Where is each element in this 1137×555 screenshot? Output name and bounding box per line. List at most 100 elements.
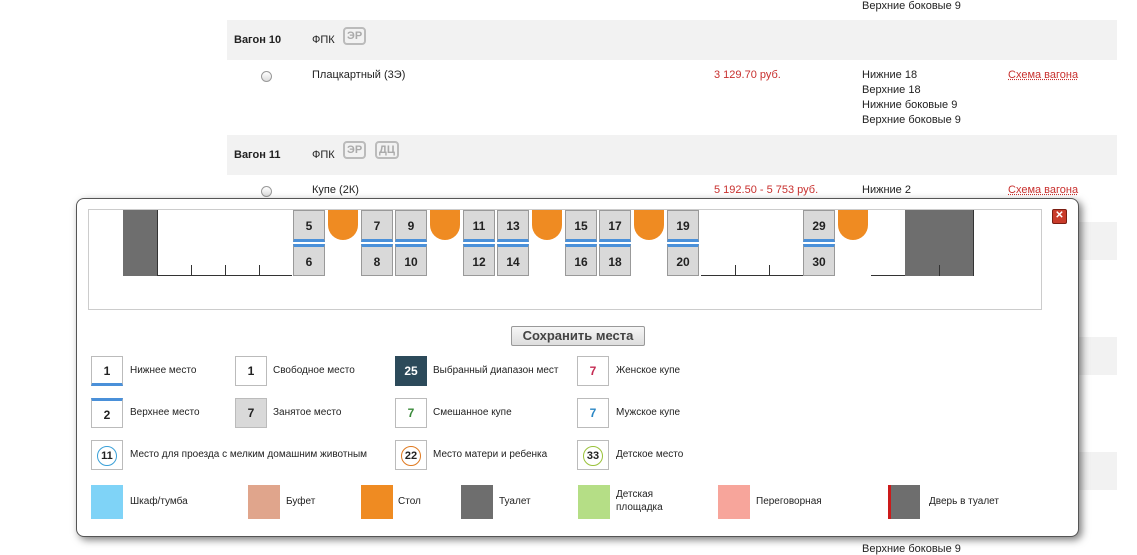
divider bbox=[191, 265, 192, 276]
legend-upper-seat-icon: 2 bbox=[91, 398, 123, 428]
divider bbox=[701, 275, 803, 276]
seat-16[interactable]: 16 bbox=[565, 244, 597, 276]
legend-occupied-label: Занятое место bbox=[273, 407, 342, 418]
legend-mother-child-label: Место матери и ребенка bbox=[433, 449, 548, 460]
legend-kids-area-swatch bbox=[578, 485, 610, 519]
seat-17[interactable]: 17 bbox=[599, 210, 631, 242]
legend-toilet-swatch bbox=[461, 485, 493, 519]
legend-female-icon: 7 bbox=[577, 356, 609, 386]
seat-5[interactable]: 5 bbox=[293, 210, 325, 242]
background-row bbox=[1079, 452, 1117, 490]
wagon-11-price: 5 192.50 - 5 753 руб. bbox=[714, 184, 819, 196]
seat-19[interactable]: 19 bbox=[667, 210, 699, 242]
divider bbox=[735, 265, 736, 276]
legend-mixed-icon: 7 bbox=[395, 398, 427, 428]
wagon-10-radio[interactable] bbox=[261, 71, 272, 82]
seat-11[interactable]: 11 bbox=[463, 210, 495, 242]
wagon-10-seat-1: Нижние 18 bbox=[862, 69, 918, 81]
wagon-10-company: ФПК bbox=[312, 34, 335, 46]
kids-circle: 33 bbox=[583, 446, 603, 466]
pets-circle: 11 bbox=[97, 446, 117, 466]
table-icon bbox=[430, 210, 460, 240]
toilet-left bbox=[123, 210, 157, 276]
divider bbox=[769, 265, 770, 276]
divider bbox=[225, 265, 226, 276]
wagon-scheme-modal: ✕ 5 6 7 8 9 10 11 12 13 14 15 16 17 18 1… bbox=[76, 198, 1079, 537]
seat-14[interactable]: 14 bbox=[497, 244, 529, 276]
badge-er: ЭР bbox=[343, 27, 367, 45]
seat-18[interactable]: 18 bbox=[599, 244, 631, 276]
table-icon bbox=[532, 210, 562, 240]
seat-6[interactable]: 6 bbox=[293, 244, 325, 276]
legend-free-seat-icon: 1 bbox=[235, 356, 267, 386]
seat-20[interactable]: 20 bbox=[667, 244, 699, 276]
legend-female-label: Женское купе bbox=[616, 365, 681, 376]
seat-12[interactable]: 12 bbox=[463, 244, 495, 276]
legend-kids-icon: 33 bbox=[577, 440, 609, 470]
legend-lower-seat-icon: 1 bbox=[91, 356, 123, 386]
legend-wardrobe-label: Шкаф/тумба bbox=[130, 496, 188, 507]
seat-8[interactable]: 8 bbox=[361, 244, 393, 276]
background-row bbox=[1079, 337, 1117, 375]
wagon-11-scheme-link[interactable]: Схема вагона bbox=[1008, 184, 1079, 196]
seat-10[interactable]: 10 bbox=[395, 244, 427, 276]
wagon-11-header: Вагон 11 ФПК ЭР ДЦ bbox=[227, 135, 1117, 175]
bottom-row-seats: Верхние боковые 9 bbox=[862, 543, 961, 555]
legend-pets-icon: 11 bbox=[91, 440, 123, 470]
legend-lower-seat-label: Нижнее место bbox=[130, 365, 197, 376]
legend-upper-seat-label: Верхнее место bbox=[130, 407, 200, 418]
legend-male-icon: 7 bbox=[577, 398, 609, 428]
divider bbox=[157, 210, 158, 276]
seat-30[interactable]: 30 bbox=[803, 244, 835, 276]
divider bbox=[973, 210, 974, 276]
badge-er: ЭР bbox=[343, 141, 367, 159]
legend-selected-range-icon: 25 bbox=[395, 356, 427, 386]
badge-dc: ДЦ bbox=[375, 141, 399, 159]
divider bbox=[259, 265, 260, 276]
legend-male-label: Мужское купе bbox=[616, 407, 681, 418]
table-icon bbox=[328, 210, 358, 240]
legend-kids-area-label-2: площадка bbox=[616, 502, 663, 513]
legend-free-seat-label: Свободное место bbox=[273, 365, 355, 376]
close-icon[interactable]: ✕ bbox=[1052, 209, 1067, 224]
wagon-10-scheme-link[interactable]: Схема вагона bbox=[1008, 69, 1079, 81]
wagon-11-company: ФПК bbox=[312, 149, 335, 161]
divider bbox=[939, 265, 940, 276]
wagon-10-header: Вагон 10 ФПК ЭР bbox=[227, 20, 1117, 60]
table-icon bbox=[634, 210, 664, 240]
divider bbox=[871, 275, 905, 276]
legend-table-label: Стол bbox=[398, 496, 421, 507]
seat-29[interactable]: 29 bbox=[803, 210, 835, 242]
wagon-scheme: 5 6 7 8 9 10 11 12 13 14 15 16 17 18 19 … bbox=[88, 209, 1042, 310]
save-seats-button[interactable]: Сохранить места bbox=[511, 326, 645, 346]
legend-table-swatch bbox=[361, 485, 393, 519]
legend-selected-range-label: Выбранный диапазон мест bbox=[433, 365, 559, 376]
seat-15[interactable]: 15 bbox=[565, 210, 597, 242]
wagon-10-class: Плацкартный (3Э) bbox=[312, 69, 406, 81]
wagon-11-radio[interactable] bbox=[261, 186, 272, 197]
seat-9[interactable]: 9 bbox=[395, 210, 427, 242]
wagon-10-price: 3 129.70 руб. bbox=[714, 69, 781, 81]
seat-7[interactable]: 7 bbox=[361, 210, 393, 242]
seat-13[interactable]: 13 bbox=[497, 210, 529, 242]
wagon-10-seat-3: Нижние боковые 9 bbox=[862, 99, 958, 111]
wagon-11-seat-1: Нижние 2 bbox=[862, 184, 911, 196]
table-icon bbox=[838, 210, 868, 240]
legend-toilet-door-label: Дверь в туалет bbox=[929, 496, 999, 507]
legend-wardrobe-swatch bbox=[91, 485, 123, 519]
legend-toilet-label: Туалет bbox=[499, 496, 531, 507]
legend-kids-area-label-1: Детская bbox=[616, 489, 654, 500]
mother-child-circle: 22 bbox=[401, 446, 421, 466]
legend-toilet-door-swatch bbox=[888, 485, 920, 519]
legend-mixed-label: Смешанное купе bbox=[433, 407, 512, 418]
legend-meeting-swatch bbox=[718, 485, 750, 519]
legend-meeting-label: Переговорная bbox=[756, 496, 822, 507]
wagon-10-seat-4: Верхние боковые 9 bbox=[862, 114, 961, 126]
wagon-11-label: Вагон 11 bbox=[234, 149, 281, 161]
legend-occupied-icon: 7 bbox=[235, 398, 267, 428]
wagon-10-label: Вагон 10 bbox=[234, 34, 282, 46]
divider bbox=[157, 275, 292, 276]
legend-buffet-swatch bbox=[248, 485, 280, 519]
wagon-11-class: Купе (2К) bbox=[312, 184, 359, 196]
legend-pets-label: Место для проезда с мелким домашним живо… bbox=[130, 449, 368, 460]
